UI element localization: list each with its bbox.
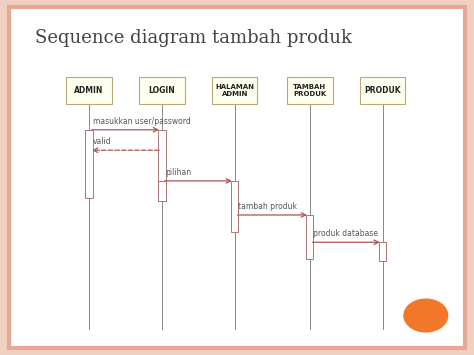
Text: tambah produk: tambah produk bbox=[238, 202, 297, 211]
Bar bbox=[306, 215, 313, 259]
Bar bbox=[287, 77, 333, 104]
Text: ADMIN: ADMIN bbox=[74, 86, 104, 95]
Text: LOGIN: LOGIN bbox=[148, 86, 175, 95]
Bar bbox=[360, 77, 405, 104]
Text: masukkan user/password: masukkan user/password bbox=[93, 117, 191, 126]
Text: produk database: produk database bbox=[313, 229, 378, 238]
Text: HALAMAN
ADMIN: HALAMAN ADMIN bbox=[215, 84, 254, 97]
Text: valid: valid bbox=[93, 137, 111, 146]
Bar bbox=[212, 77, 257, 104]
Bar bbox=[139, 77, 185, 104]
Text: Sequence diagram tambah produk: Sequence diagram tambah produk bbox=[35, 29, 352, 47]
Bar bbox=[158, 130, 165, 201]
FancyBboxPatch shape bbox=[9, 7, 465, 348]
Circle shape bbox=[404, 299, 447, 332]
Text: TAMBAH
PRODUK: TAMBAH PRODUK bbox=[293, 84, 327, 97]
Bar bbox=[85, 130, 93, 198]
Text: PRODUK: PRODUK bbox=[365, 86, 401, 95]
Bar bbox=[158, 181, 165, 201]
Bar bbox=[231, 181, 238, 232]
Text: pilihan: pilihan bbox=[165, 168, 191, 177]
Bar bbox=[379, 242, 386, 261]
Bar bbox=[66, 77, 112, 104]
